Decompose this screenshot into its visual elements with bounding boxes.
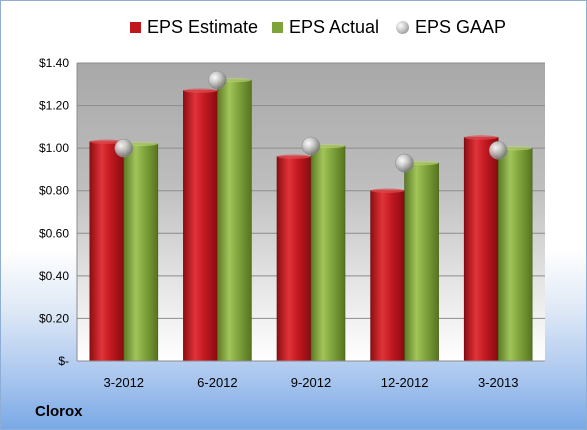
bar-eps-actual (217, 79, 252, 362)
marker-eps-gaap (114, 138, 134, 158)
company-name: Clorox (35, 403, 83, 420)
bar-eps-estimate (183, 90, 218, 362)
legend-item-eps-gaap: EPS GAAP (396, 17, 506, 38)
legend-item-eps-actual: EPS Actual (272, 17, 379, 38)
y-tick-label: $0.80 (39, 184, 69, 198)
bar-eps-actual (497, 147, 533, 362)
marker-eps-gaap (488, 141, 508, 160)
y-tick-label: $1.00 (39, 141, 69, 155)
bar-eps-actual (123, 143, 159, 362)
bar-cap-eps-estimate (277, 154, 311, 159)
legend-item-eps-estimate: EPS Estimate (130, 17, 258, 38)
bar-eps-estimate (89, 141, 125, 362)
x-tick-label: 9-2012 (291, 375, 331, 390)
legend-label-eps-gaap: EPS GAAP (415, 17, 507, 37)
marker-eps-gaap (301, 136, 321, 156)
legend-label-eps-actual: EPS Actual (289, 17, 380, 37)
y-tick-label: $0.20 (39, 311, 69, 325)
bar-eps-estimate (370, 190, 405, 362)
bar-eps-actual (404, 162, 439, 362)
bar-cap-eps-estimate (464, 135, 499, 140)
legend-swatch-eps-actual (272, 22, 283, 33)
y-tick-label: $- (58, 354, 69, 368)
y-tick-label: $0.40 (39, 269, 69, 283)
bar-eps-estimate (276, 156, 312, 362)
y-tick-label: $1.40 (39, 56, 69, 70)
legend-swatch-eps-estimate (130, 22, 141, 33)
x-tick-label: 3-2013 (478, 375, 518, 390)
bar-cap-eps-estimate (89, 139, 124, 144)
x-tick-label: 6-2012 (197, 375, 237, 390)
legend-label-eps-estimate: EPS Estimate (147, 17, 259, 37)
bar-cap-eps-estimate (370, 188, 405, 193)
y-tick-label: $1.20 (39, 99, 69, 113)
legend-marker-eps-gaap (396, 21, 409, 34)
x-tick-label: 3-2012 (104, 375, 144, 390)
bar-cap-eps-estimate (183, 88, 218, 93)
marker-eps-gaap (395, 153, 414, 173)
chart-legend: EPS Estimate EPS Actual EPS GAAP (1, 17, 586, 43)
bar-eps-actual (310, 145, 346, 362)
y-tick-label: $0.60 (39, 226, 69, 240)
bar-eps-estimate (463, 137, 499, 362)
marker-eps-gaap (208, 70, 227, 90)
x-tick-label: 12-2012 (381, 375, 429, 390)
